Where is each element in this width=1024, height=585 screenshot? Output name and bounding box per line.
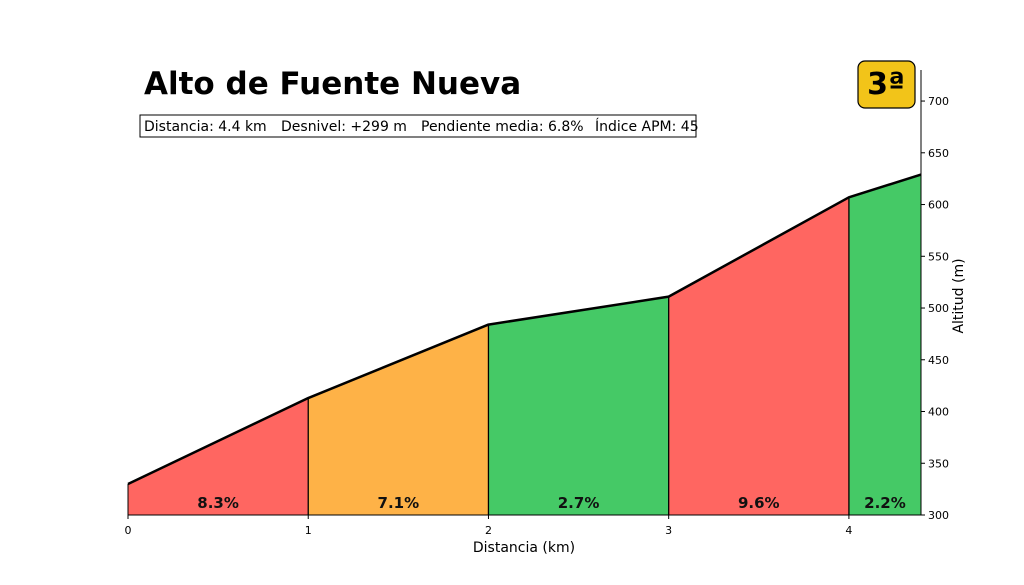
gradient-segment bbox=[308, 324, 489, 515]
y-tick-label: 650 bbox=[928, 147, 949, 160]
gradient-segment bbox=[668, 197, 849, 515]
stats-box-frame bbox=[139, 114, 697, 138]
x-axis-label: Distancia (km) bbox=[473, 540, 575, 556]
axes: 0 1 2 3 4 300 350 400 450 500 550 600 650 700 bbox=[125, 70, 949, 537]
y-tick-label: 450 bbox=[928, 354, 949, 367]
y-tick-label: 600 bbox=[928, 199, 949, 212]
y-tick-label: 550 bbox=[928, 250, 949, 263]
stat-distance: Distancia: 4.4 km bbox=[144, 119, 267, 135]
y-tick-label: 300 bbox=[928, 509, 949, 522]
segment-gradient-label: 2.7% bbox=[558, 494, 600, 512]
x-tick-label: 1 bbox=[305, 524, 312, 537]
x-tick-label: 2 bbox=[485, 524, 492, 537]
gradient-segment bbox=[488, 296, 669, 515]
y-tick-label: 350 bbox=[928, 457, 949, 470]
y-tick-label: 500 bbox=[928, 302, 949, 315]
profile-line bbox=[127, 173, 922, 486]
segment-gradient-label: 7.1% bbox=[378, 494, 420, 512]
segment-labels: 8.3% 7.1% 2.7% 9.6% 2.2% bbox=[197, 494, 905, 512]
category-badge-box bbox=[857, 60, 916, 109]
stat-average-gradient: Pendiente media: 6.8% bbox=[421, 119, 584, 135]
category-badge: 3ª bbox=[857, 60, 916, 109]
segment-gradient-label: 2.2% bbox=[864, 494, 906, 512]
y-tick-label: 700 bbox=[928, 95, 949, 108]
x-tick-label: 3 bbox=[665, 524, 672, 537]
category-badge-label: 3ª bbox=[867, 67, 905, 102]
y-tick-label: 400 bbox=[928, 406, 949, 419]
stat-elevation-gain: Desnivel: +299 m bbox=[281, 119, 407, 135]
stat-apm-index: Índice APM: 45 bbox=[595, 118, 699, 135]
segment-gradient-label: 8.3% bbox=[197, 494, 239, 512]
segment-gradient-label: 9.6% bbox=[738, 494, 780, 512]
gradient-segment bbox=[128, 398, 309, 515]
stats-box: Distancia: 4.4 km Desnivel: +299 m Pendi… bbox=[139, 114, 699, 138]
x-tick-label: 4 bbox=[845, 524, 852, 537]
gradient-segments bbox=[128, 174, 921, 515]
y-axis-label: Altitud (m) bbox=[951, 258, 967, 333]
x-tick-label: 0 bbox=[125, 524, 132, 537]
profile-line-layer bbox=[127, 173, 922, 486]
chart-title: Alto de Fuente Nueva bbox=[144, 66, 521, 102]
gradient-segment bbox=[848, 174, 921, 515]
